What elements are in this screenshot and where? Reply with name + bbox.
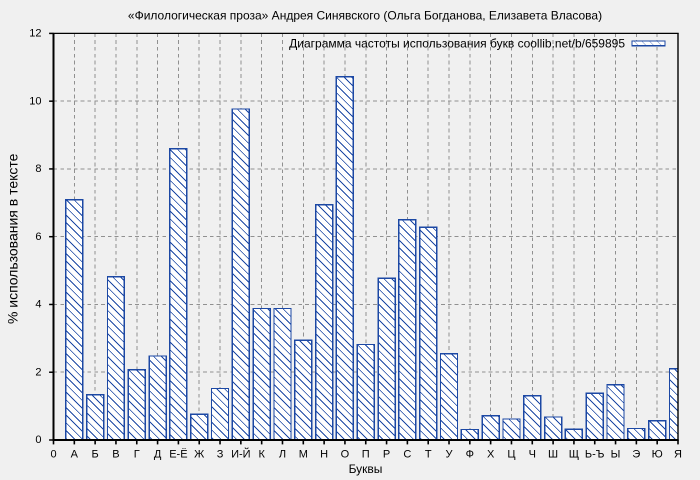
svg-text:А: А — [71, 449, 79, 461]
svg-text:И-Й: И-Й — [231, 448, 250, 461]
svg-text:З: З — [217, 449, 224, 461]
svg-text:Диаграмма частоты использовани: Диаграмма частоты использования букв coo… — [289, 37, 625, 51]
svg-text:Х: Х — [487, 449, 495, 461]
svg-text:4: 4 — [35, 299, 41, 311]
svg-text:Я: Я — [674, 449, 682, 461]
svg-text:Ж: Ж — [194, 449, 204, 461]
svg-text:Л: Л — [279, 449, 286, 461]
svg-text:Н: Н — [320, 449, 328, 461]
svg-text:Ч: Ч — [529, 449, 536, 461]
svg-text:6: 6 — [35, 231, 41, 243]
svg-text:К: К — [258, 449, 265, 461]
svg-text:Т: Т — [425, 449, 432, 461]
svg-text:М: М — [299, 449, 308, 461]
svg-text:Д: Д — [154, 449, 162, 461]
svg-text:12: 12 — [29, 28, 41, 40]
svg-text:Ь-Ъ: Ь-Ъ — [585, 449, 605, 461]
svg-text:Ю: Ю — [652, 449, 663, 461]
svg-text:0: 0 — [35, 434, 41, 446]
svg-text:Е-Ё: Е-Ё — [169, 449, 187, 461]
svg-text:10: 10 — [29, 95, 41, 107]
svg-text:0: 0 — [50, 449, 56, 461]
svg-text:Ф: Ф — [466, 449, 474, 461]
svg-text:Э: Э — [632, 449, 640, 461]
svg-text:Г: Г — [134, 449, 140, 461]
svg-text:Ы: Ы — [611, 449, 621, 461]
svg-text:Буквы: Буквы — [349, 462, 383, 476]
svg-text:В: В — [112, 449, 119, 461]
svg-text:2: 2 — [35, 366, 41, 378]
svg-text:Ш: Ш — [548, 449, 558, 461]
svg-text:У: У — [446, 449, 454, 461]
svg-text:«Филологическая проза» Андрея: «Филологическая проза» Андрея Синявского… — [128, 9, 602, 23]
svg-text:8: 8 — [35, 163, 41, 175]
svg-text:О: О — [341, 449, 350, 461]
svg-text:Р: Р — [383, 449, 390, 461]
svg-text:% использования в тексте: % использования в тексте — [5, 153, 21, 324]
svg-text:Ц: Ц — [507, 449, 515, 461]
svg-text:Б: Б — [92, 449, 99, 461]
svg-text:С: С — [403, 449, 411, 461]
svg-text:Щ: Щ — [569, 449, 579, 461]
svg-text:П: П — [362, 449, 370, 461]
